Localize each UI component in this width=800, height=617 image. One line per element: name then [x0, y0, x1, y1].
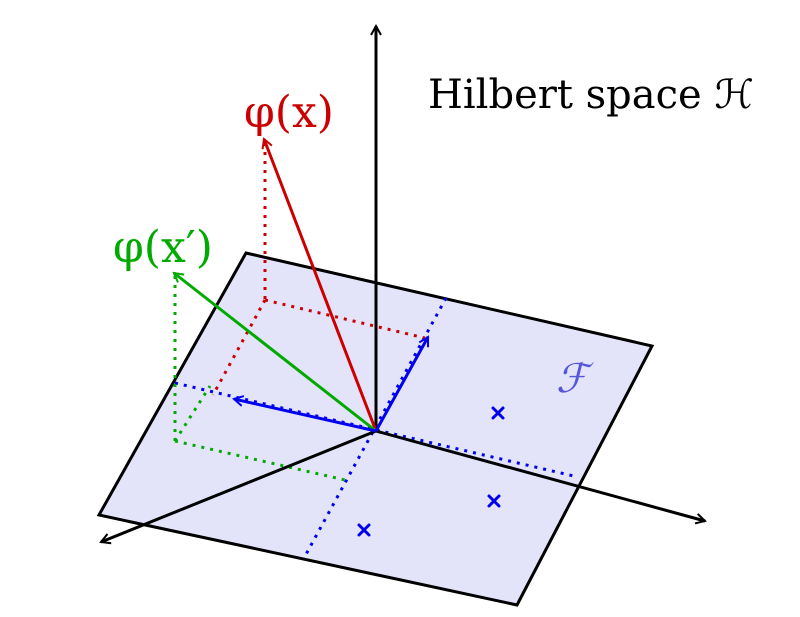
right-axis: [375, 429, 705, 521]
phi-x-projection-lines: [211, 143, 426, 396]
phi-x-prime-label: φ(x′): [113, 222, 213, 273]
projection-vector-left: [234, 399, 377, 433]
phi-x-prime-proj-up: [173, 385, 212, 442]
phi-x-prime-proj-right: [174, 439, 346, 482]
data-point-cross: [487, 494, 501, 508]
data-point-cross: [357, 523, 371, 537]
data-points: [357, 406, 505, 537]
plane-basis-lines: [174, 297, 579, 559]
projection-vector-right: [374, 337, 430, 432]
basis-line-1: [174, 381, 579, 479]
left-axis: [101, 429, 377, 542]
diagram-title: Hilbert space ℋ: [428, 72, 754, 118]
axes: [101, 26, 705, 542]
phi-x-prime-vector: [174, 273, 377, 433]
phi-x-prime-projection-lines: [173, 276, 346, 482]
phi-x-proj-right: [264, 298, 426, 340]
phi-x-proj-left: [211, 299, 267, 396]
phi-x-vector: [264, 139, 378, 432]
data-point-cross: [491, 406, 505, 420]
phi-x-label: φ(x): [244, 87, 334, 138]
